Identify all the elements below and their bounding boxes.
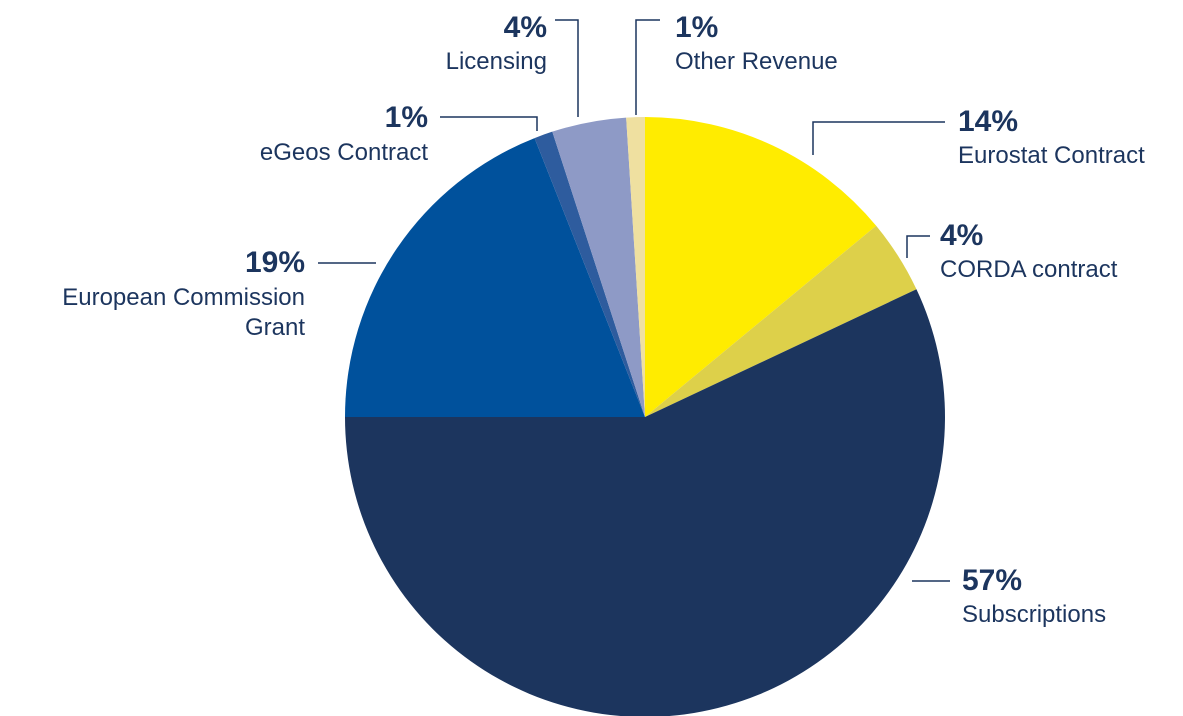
category-label: European Commission Grant <box>62 284 305 341</box>
pie-slice <box>534 131 645 417</box>
leader-line <box>812 121 945 155</box>
value-label: 57% <box>962 564 1023 597</box>
value-label: 1% <box>675 11 719 44</box>
leader-line <box>440 116 538 131</box>
leader-line <box>635 19 660 115</box>
value-label: 14% <box>958 105 1019 138</box>
category-label: Eurostat Contract <box>958 142 1145 169</box>
category-label: Other Revenue <box>675 48 838 75</box>
category-label: Subscriptions <box>962 601 1107 628</box>
pie-slice <box>345 138 645 417</box>
leader-line <box>906 235 930 258</box>
pie-slice <box>552 117 645 417</box>
value-label: 4% <box>940 219 984 252</box>
value-label: 4% <box>503 11 547 44</box>
category-label: eGeos Contract <box>259 139 428 166</box>
pie-slice <box>645 225 917 417</box>
pie-slice <box>345 289 945 716</box>
category-label: CORDA contract <box>940 256 1118 283</box>
pie-slice <box>645 117 877 417</box>
leader-line <box>555 19 579 117</box>
value-label: 1% <box>384 101 428 134</box>
category-label: Licensing <box>445 48 547 75</box>
pie-slice <box>626 117 645 417</box>
value-label: 19% <box>244 246 305 279</box>
